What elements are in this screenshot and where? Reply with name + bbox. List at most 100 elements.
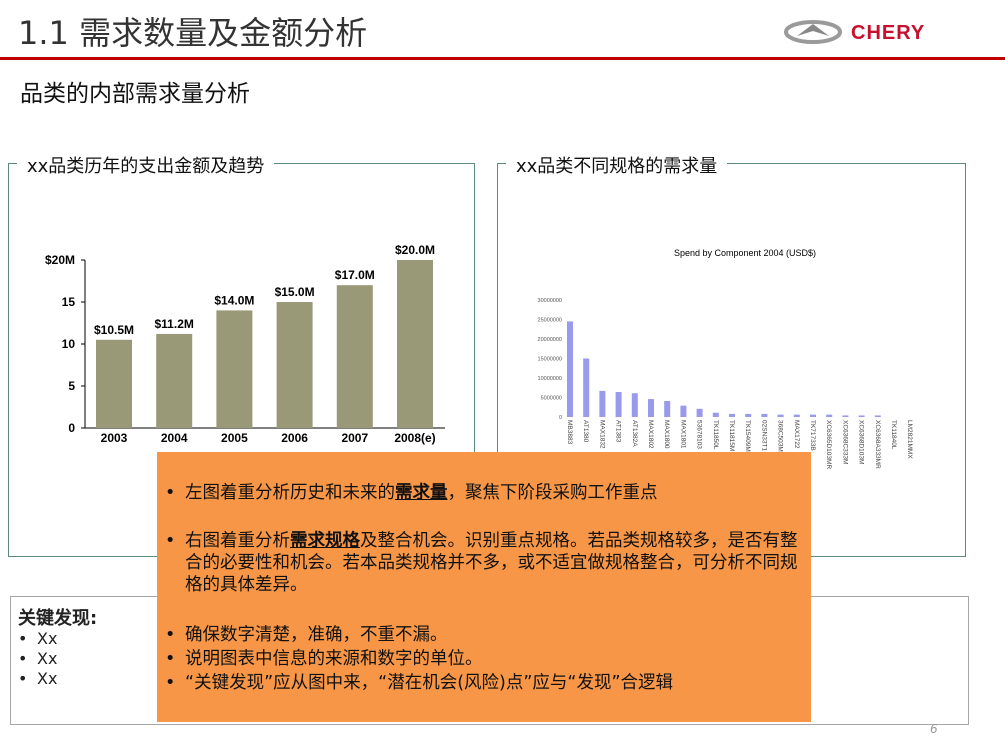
y-tick-label: 15 [62,295,76,309]
key-findings-title: 关键发现: [18,608,98,629]
bar [599,390,606,417]
bar [696,408,703,417]
bar [777,414,784,417]
bar [793,414,800,417]
right-panel: xx品类不同规格的需求量 [497,152,966,557]
bullet: • [18,669,28,688]
x-tick-label: MAX1802 [647,420,654,449]
note-text: “关键发现”应从图中来，“潜在机会(风险)点”应与“发现”合逻辑 [185,673,674,693]
bar [842,415,849,417]
x-tick-label: 2003 [101,431,128,445]
data-label: $10.5M [94,323,134,337]
x-tick-label: TK11850L [712,420,719,450]
x-tick-label: AT1383 [615,420,622,443]
bar [680,405,687,417]
x-tick-label: XC6368C333M [841,420,848,464]
chart-title: Spend by Component 2004 (USD$) [674,248,816,258]
bar [826,414,833,417]
bullet: • [165,649,176,669]
key-finding-item: • Xx [18,629,57,648]
bullet: • [18,649,28,668]
note-text: 确保数字清楚，准确，不重不漏。 [185,625,448,645]
note-text: ，聚焦下阶段采购工作重点 [447,483,658,503]
x-tick-label: MAX1801 [679,420,686,449]
bar [664,401,671,417]
x-tick-label: 368C503M [777,420,784,452]
note-text: 说明图表中信息的来源和数字的单位。 [185,649,483,669]
y-tick-label: 10 [62,337,76,351]
note-text: 及整合机会。识别重点规格。若品类规格较多，是否有整合的必要性和机会。若本品类规格… [185,531,798,595]
bullet: • [165,625,176,645]
data-label: $20.0M [395,243,435,257]
y-tick-label: 10000000 [538,376,562,382]
bar [874,415,881,417]
x-tick-label: AT1382A [631,420,638,447]
y-tick-label: 15000000 [538,357,562,363]
x-tick-label: XC6368A333MR [874,420,881,469]
note-text: 左图着重分析历史和未来的 [185,483,395,503]
key-finding-text: Xx [37,629,58,648]
x-tick-label: TK71733B [809,420,816,451]
x-tick-label: 2005 [221,431,248,445]
chery-logo: CHERY [784,20,925,44]
y-tick-label: 20000000 [538,337,562,343]
x-tick-label: MAX1800 [663,420,670,449]
x-tick-label: MAX1832 [598,420,605,449]
chery-emblem-icon [784,20,842,44]
bar [156,333,193,428]
x-tick-label: LM2821MMX [906,420,913,459]
bar [648,399,654,417]
x-tick-label: TK11815M [728,420,735,451]
x-tick-label: 2007 [341,431,368,445]
left-panel-title: xx品类历年的支出金额及趋势 [17,152,275,178]
note-text: 右图着重分析 [185,531,290,551]
y-tick-label: 30000000 [538,298,562,304]
right-panel-title: xx品类不同规格的需求量 [506,152,728,178]
bar [276,302,313,428]
y-tick-label: 0 [559,415,562,421]
y-tick-label: 25000000 [538,318,562,324]
header-divider [0,57,1005,60]
logo-text: CHERY [851,22,925,44]
bar [96,339,132,428]
data-label: $14.0M [214,293,254,307]
data-label: $11.2M [155,317,194,331]
page-number: 6 [930,722,938,736]
key-finding-text: Xx [37,669,58,688]
bar [858,415,865,417]
bullet: • [165,673,176,693]
note-emphasis: 需求规格 [290,531,360,551]
bullet: • [18,629,28,648]
x-tick-label: 2006 [281,431,308,445]
bar [761,413,768,417]
bar [745,413,752,417]
bar [615,392,622,417]
x-tick-label: AT1380 [582,420,589,443]
bar [712,412,719,417]
x-tick-label: 53678103 [696,420,703,449]
bullet: • [165,531,176,551]
chery-emblem-inner [797,24,829,36]
bar [583,358,590,417]
data-label: $17.0M [335,268,375,282]
x-tick-label: MAX1722 [793,420,800,449]
note-emphasis: 需求量 [395,483,448,503]
page-title: 1.1 需求数量及金额分析 [18,14,368,52]
x-tick-label: 02SN33T1 [760,420,767,451]
x-tick-label: 2004 [161,431,188,445]
key-finding-item: • Xx [18,669,57,688]
data-label: $15.0M [275,285,315,299]
y-tick-label: 5000000 [541,396,562,402]
x-tick-label: XC6365D103MR [825,420,832,469]
page-subtitle: 品类的内部需求量分析 [20,81,250,107]
annual-spend-chart: 0 5 10 15 $20M $10.5M 2003 $11.2M 2004 $14.0M 2005… [45,243,445,445]
x-tick-label: XC6368D103M [858,420,865,464]
bar [216,310,253,428]
bar [810,414,816,417]
bar [567,321,573,417]
bar [336,285,373,428]
x-tick-label: TK11840L [890,420,897,450]
bar [397,260,433,428]
bar [631,393,638,417]
